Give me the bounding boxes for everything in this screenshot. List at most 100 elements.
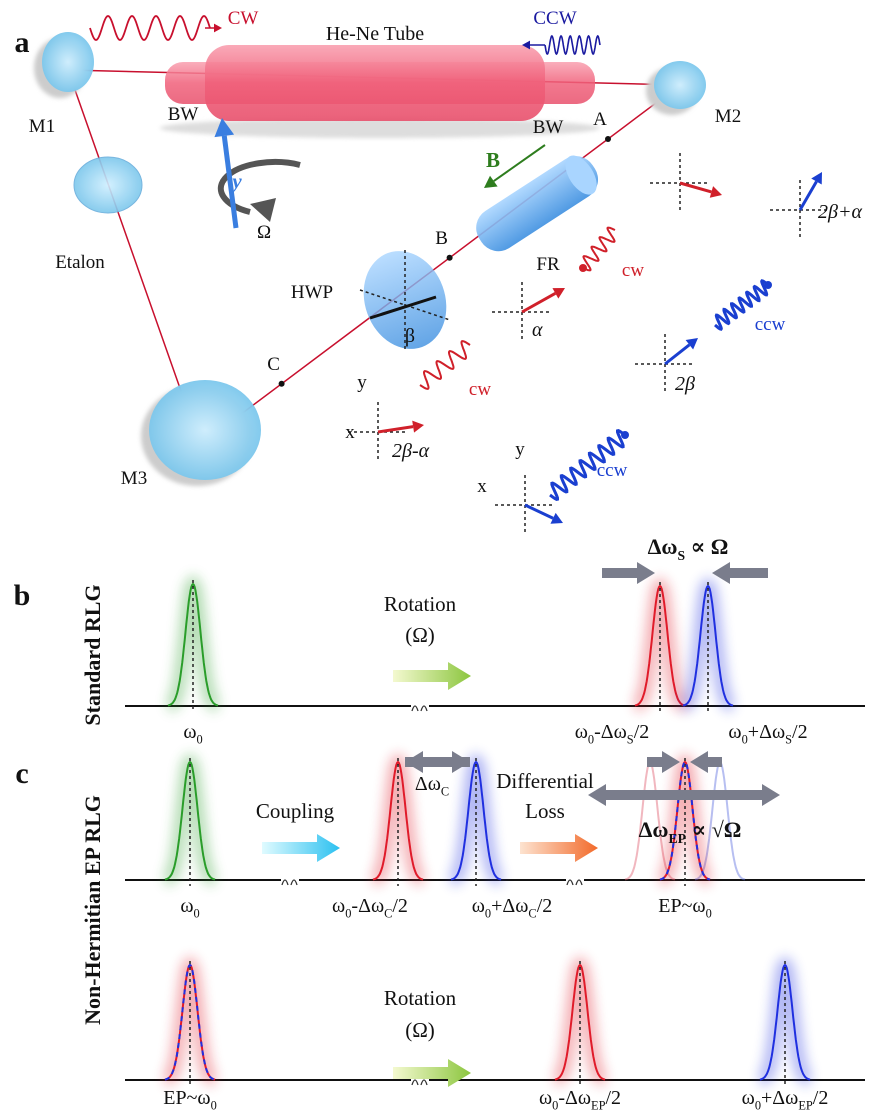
label-part: +Δω [491,895,528,917]
row-label: Non-Hermitian EP RLG [80,795,105,1025]
mirror [654,61,706,109]
point-label: C [267,354,280,375]
gray-arrow [647,751,680,773]
cw-wave [419,340,471,390]
process-label: Differential [496,769,594,793]
polarization-arrow-head [685,338,698,350]
point-label: B [435,228,448,249]
angle-label: 2β-α [392,440,430,462]
peak-glow [166,574,220,713]
peak-glow [681,576,735,713]
process-arrow [393,662,471,690]
label-part: ∝ Ω [685,534,728,559]
label-part: +Δω [761,1087,798,1109]
gray-arrow [602,562,655,584]
angle-label: 2β [675,373,695,395]
label-part: -Δω [351,895,384,917]
peak-label: EP~ω0 [163,1087,217,1111]
ccw-label: CCW [533,8,576,29]
label-part: Δω [639,817,669,842]
axis-label: y [229,169,242,193]
faraday-rotator [476,156,599,252]
peak [759,963,811,1081]
hwp-angle: β [405,325,415,347]
label-part: /2 [605,1087,621,1109]
beam-label: ccw [597,460,628,481]
cw-arrow-head [214,23,222,33]
field-label: B [486,148,500,172]
peak [682,584,734,707]
cw-wave [89,15,211,41]
label-part: 0 [196,733,202,747]
gray-arrow [690,751,722,773]
wave-tip [579,264,587,272]
label-part: ω [472,895,485,917]
label-part: ω [728,721,741,743]
beam-label: ccw [755,314,786,335]
label-part: EP [798,1099,813,1111]
mirror-label: M2 [715,106,741,127]
break-mark [566,879,583,886]
etalon [73,156,143,214]
peak-label: ω0 [183,721,202,747]
peak [164,963,216,1081]
angle-label: α [532,319,543,341]
label-part: 0 [193,907,199,921]
peak [634,584,686,707]
label-part: EP [668,831,685,846]
fr-group [476,155,599,252]
peak-label: ω0+ΔωS/2 [728,721,807,747]
label-part: 0 [588,733,594,747]
polarization-arrow-head [811,172,822,185]
gray-arrow [712,562,768,584]
polarization-arrow-head [709,186,722,198]
beam-label: cw [469,379,491,400]
label-part: ω [183,721,196,743]
label-part: 0 [211,1099,217,1111]
axis-break [411,700,429,712]
peak-label: ω0+ΔωC/2 [472,895,553,921]
peak-glow [633,576,687,713]
polarization-arrow [524,503,554,520]
row-label: Standard RLG [80,584,105,725]
peak-label: ω0-ΔωS/2 [575,721,650,747]
label-part: C [528,907,536,921]
label-part: /2 [634,721,650,743]
label-part: -Δω [558,1087,591,1109]
panel-label: c [15,757,28,790]
label-part: EP~ω [163,1087,210,1109]
label-part: ω [575,721,588,743]
point [446,254,453,261]
label-part: ∝ √Ω [686,817,741,842]
panel-label: a [15,26,30,59]
polarization-arrow [664,343,691,366]
ccw-wave [714,279,769,331]
process-arrow [393,1059,471,1087]
label-part: C [441,785,449,799]
label-part: EP [591,1099,606,1111]
header-label: ΔωS ∝ Ω [648,534,729,563]
break-mark [281,879,298,886]
process-label: (Ω) [405,623,435,647]
label-part: /2 [392,895,408,917]
point [278,380,285,387]
mirror [42,32,94,92]
process-arrow [262,834,340,862]
wave-tip [764,281,772,289]
split-label: ΔωC [415,773,449,799]
mirror [149,380,261,480]
label-part: Δω [415,773,441,795]
fr-label: FR [536,254,560,275]
label-part: Δω [648,534,678,559]
process-label: Rotation [384,592,457,616]
he-ne-tube [205,45,545,121]
label-part: -Δω [594,721,627,743]
header-label: ΔωEP ∝ √Ω [639,817,742,846]
process-label: Loss [525,799,565,823]
polarization-arrow-head [550,512,563,524]
peak [167,582,219,707]
label-part: ω [332,895,345,917]
panel-label: b [14,579,31,612]
label-part: 0 [706,907,712,921]
label-part: EP~ω [658,895,705,917]
